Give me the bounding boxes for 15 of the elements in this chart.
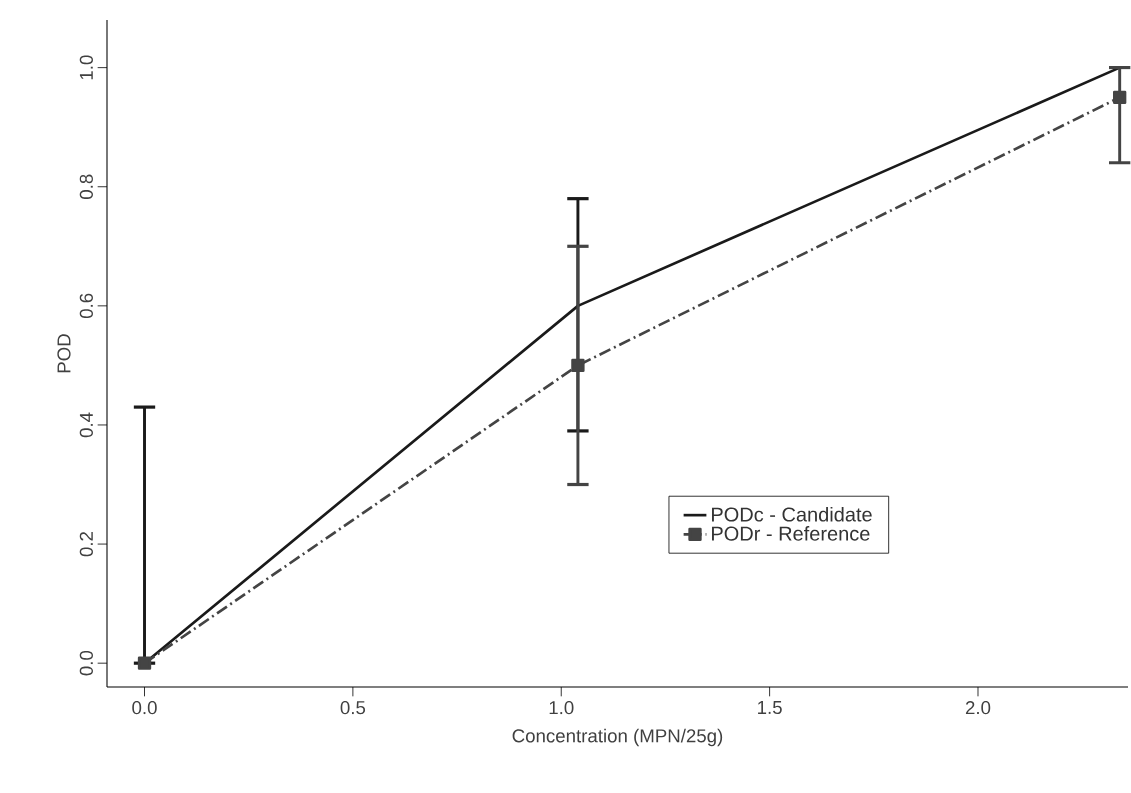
x-tick-label: 1.0 <box>549 701 574 715</box>
x-tick-label: 0.5 <box>340 701 366 715</box>
x-axis-title: Concentration (MPN/25g) <box>512 728 723 747</box>
y-tick-label: 0.0 <box>79 650 93 676</box>
y-tick-label: 0.8 <box>79 174 93 199</box>
y-tick-label: 0.2 <box>79 532 93 557</box>
y-tick-label: 0.6 <box>79 293 93 319</box>
x-tick-label: 1.5 <box>758 701 782 715</box>
legend-label: PODc - Candidate <box>712 506 872 522</box>
y-tick-label: 0.4 <box>79 412 93 438</box>
y-tick-label: 1.0 <box>79 55 93 80</box>
x-tick-label: 2.0 <box>965 701 991 715</box>
legend-label: PODr - Reference <box>712 526 870 541</box>
x-tick-label: 0.0 <box>132 701 157 715</box>
y-axis-title: POD <box>57 334 71 373</box>
